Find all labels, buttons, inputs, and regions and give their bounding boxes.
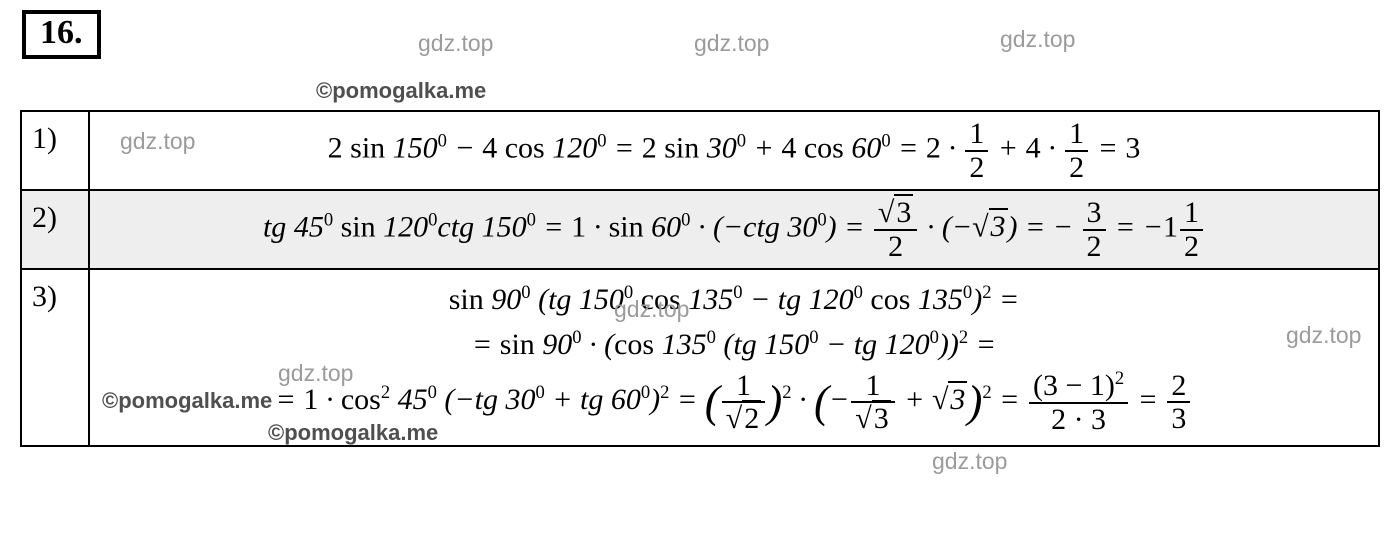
watermark-pomogalka: ©pomogalka.me <box>316 78 486 104</box>
row-equation-cell: tg 450 sin 1200ctg 1500 = 1 · sin 600 · … <box>89 190 1379 269</box>
table-row: 1) 2 sin 1500 − 4 cos 1200 = 2 sin 300 +… <box>21 111 1379 190</box>
row-index-text: 3) <box>32 280 57 313</box>
equation-line: = sin 900 · (cos 1350 (tg 1500 − tg 1200… <box>100 325 1368 366</box>
problem-number: 16. <box>40 14 83 51</box>
row-equation-cell: 2 sin 1500 − 4 cos 1200 = 2 sin 300 + 4 … <box>89 111 1379 190</box>
page-root: 16. 1) 2 sin 1500 − 4 cos 1200 = 2 sin 3… <box>0 0 1400 543</box>
solution-table: 1) 2 sin 1500 − 4 cos 1200 = 2 sin 300 +… <box>20 110 1380 447</box>
row-index: 3) <box>21 269 89 446</box>
equation-line: sin 900 (tg 1500 cos 1350 − tg 1200 cos … <box>100 280 1368 321</box>
row-index-text: 1) <box>32 122 57 155</box>
row-index: 1) <box>21 111 89 190</box>
watermark-gdz: gdz.top <box>694 30 769 57</box>
equation-line: tg 450 sin 1200ctg 1500 = 1 · sin 600 · … <box>100 197 1368 262</box>
row-equation-cell: sin 900 (tg 1500 cos 1350 − tg 1200 cos … <box>89 269 1379 446</box>
watermark-gdz: gdz.top <box>418 30 493 57</box>
watermark-gdz: gdz.top <box>1000 26 1075 53</box>
equation-line: = 1 · cos2 450 (−tg 300 + tg 600)2 = (1√… <box>100 369 1368 435</box>
row-index: 2) <box>21 190 89 269</box>
table-row: 2) tg 450 sin 1200ctg 1500 = 1 · sin 600… <box>21 190 1379 269</box>
row-index-text: 2) <box>32 201 57 234</box>
problem-number-box: 16. <box>22 10 101 59</box>
table-row: 3) sin 900 (tg 1500 cos 1350 − tg 1200 c… <box>21 269 1379 446</box>
watermark-gdz: gdz.top <box>932 448 1007 475</box>
equation-line: 2 sin 1500 − 4 cos 1200 = 2 sin 300 + 4 … <box>100 118 1368 183</box>
